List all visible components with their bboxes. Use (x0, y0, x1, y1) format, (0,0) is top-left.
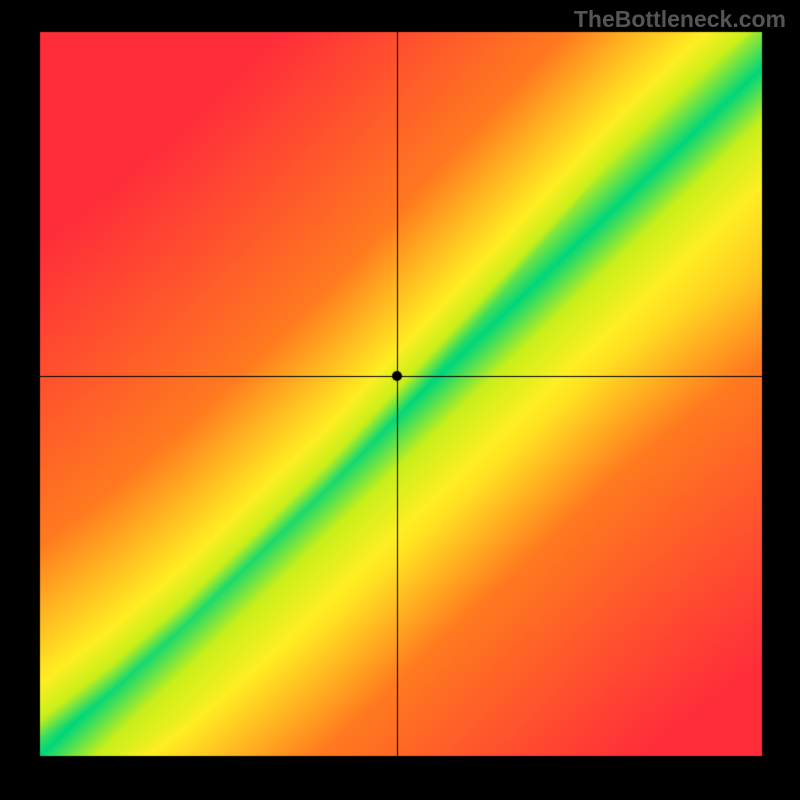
bottleneck-heatmap-canvas (0, 0, 800, 800)
chart-container: TheBottleneck.com (0, 0, 800, 800)
watermark-text: TheBottleneck.com (574, 6, 786, 33)
